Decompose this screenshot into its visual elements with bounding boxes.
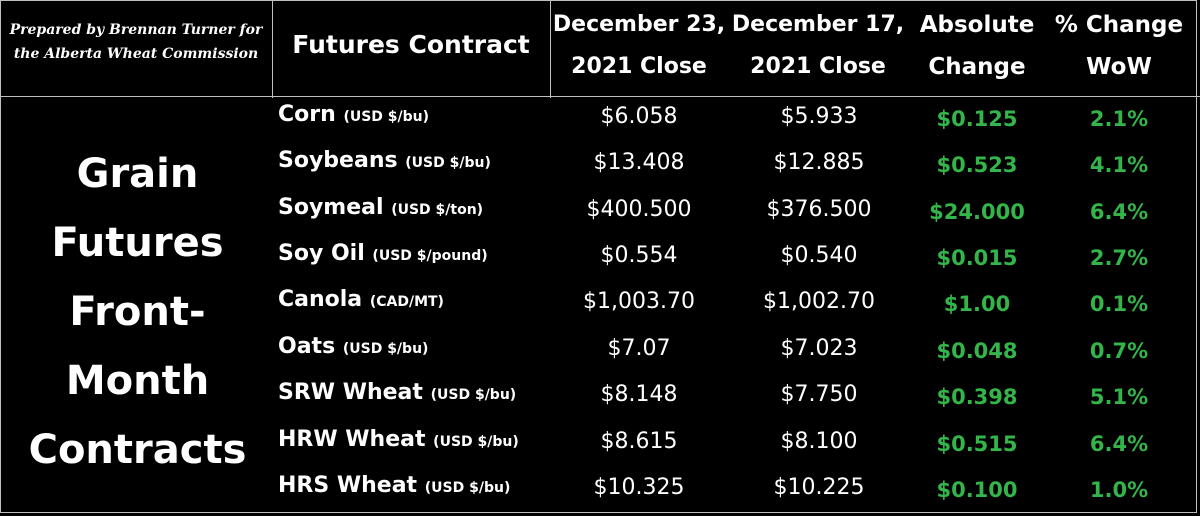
dec17-close-cell: $5.933 bbox=[780, 104, 858, 129]
absolute-change-cell: $0.398 bbox=[936, 385, 1018, 409]
table-row: Oats (USD $/bu) $7.07 $7.023 $0.048 0.7% bbox=[0, 328, 1200, 375]
dec17-close-cell: $10.225 bbox=[773, 475, 865, 500]
side-title-line: Contracts bbox=[28, 427, 247, 473]
percent-change-cell: 0.7% bbox=[1089, 339, 1149, 363]
contract-unit: (USD $/bu) bbox=[430, 387, 517, 403]
contract-unit: (USD $/pound) bbox=[372, 248, 488, 264]
table-row: Corn (USD $/bu) $6.058 $5.933 $0.125 2.1… bbox=[0, 96, 1200, 143]
contract-label: Soymeal bbox=[278, 195, 384, 220]
side-title-line: Grain bbox=[76, 151, 199, 197]
contract-name: Oats (USD $/bu) bbox=[278, 334, 428, 359]
dec23-close-cell: $1,003.70 bbox=[583, 289, 695, 314]
dec17-close-cell: $0.540 bbox=[780, 243, 858, 268]
contract-unit: (USD $/bu) bbox=[433, 434, 519, 450]
dec23-close-cell: $8.148 bbox=[600, 382, 678, 407]
contract-name: Soymeal (USD $/ton) bbox=[278, 195, 483, 220]
contract-name: SRW Wheat (USD $/bu) bbox=[278, 380, 516, 405]
contract-unit: (USD $/bu) bbox=[405, 155, 491, 171]
contract-label: Corn bbox=[278, 102, 336, 127]
header-divider bbox=[0, 96, 1200, 97]
contract-label: HRS Wheat bbox=[278, 473, 418, 498]
header-futures-contract: Futures Contract bbox=[292, 30, 530, 59]
absolute-change-cell: $0.515 bbox=[936, 432, 1018, 456]
table-row: Soybeans (USD $/bu) $13.408 $12.885 $0.5… bbox=[0, 142, 1200, 189]
contract-name: Canola (CAD/MT) bbox=[278, 287, 444, 312]
contract-unit: (USD $/bu) bbox=[343, 109, 430, 125]
header-line: % Change bbox=[1054, 12, 1184, 38]
dec17-close-cell: $7.750 bbox=[780, 382, 858, 407]
header-line: 2021 Close bbox=[571, 54, 707, 79]
dec17-close-cell: $7.023 bbox=[780, 336, 858, 361]
side-title-line: Futures bbox=[51, 220, 224, 266]
percent-change-cell: 6.4% bbox=[1089, 200, 1149, 224]
dec23-close-cell: $6.058 bbox=[600, 104, 678, 129]
dec23-close-cell: $7.07 bbox=[607, 336, 671, 361]
header-absolute-change: Absolute Change bbox=[910, 0, 1044, 88]
absolute-change-cell: $0.523 bbox=[936, 153, 1018, 177]
percent-change-cell: 4.1% bbox=[1089, 153, 1149, 177]
contract-name: Soybeans (USD $/bu) bbox=[278, 148, 491, 173]
header-line: December 23, bbox=[552, 12, 726, 37]
dec23-close-cell: $400.500 bbox=[586, 197, 692, 222]
header-dec23-close: December 23, 2021 Close bbox=[550, 0, 728, 88]
header-line: WoW bbox=[1086, 54, 1152, 80]
percent-change-cell: 2.7% bbox=[1089, 246, 1149, 270]
absolute-change-cell: $0.100 bbox=[936, 478, 1018, 502]
contract-unit: (USD $/bu) bbox=[342, 341, 429, 357]
table-row: Soymeal (USD $/ton) $400.500 $376.500 $2… bbox=[0, 189, 1200, 236]
percent-change-cell: 2.1% bbox=[1089, 107, 1149, 131]
header-line: Absolute bbox=[919, 12, 1035, 38]
percent-change-cell: 1.0% bbox=[1089, 478, 1149, 502]
absolute-change-cell: $0.015 bbox=[936, 246, 1018, 270]
dec17-close-cell: $376.500 bbox=[766, 197, 872, 222]
percent-change-cell: 6.4% bbox=[1089, 432, 1149, 456]
contract-name: Soy Oil (USD $/pound) bbox=[278, 241, 488, 266]
contract-label: HRW Wheat bbox=[278, 427, 426, 452]
table-row: HRS Wheat (USD $/bu) $10.325 $10.225 $0.… bbox=[0, 467, 1200, 514]
credit-line: Prepared by Brennan Turner for bbox=[9, 22, 263, 38]
dec23-close-cell: $10.325 bbox=[593, 475, 685, 500]
contract-label: SRW Wheat bbox=[278, 380, 423, 405]
column-divider bbox=[550, 0, 551, 98]
contract-unit: (USD $/bu) bbox=[424, 480, 511, 496]
header-percent-change: % Change WoW bbox=[1044, 0, 1194, 88]
dec23-close-cell: $13.408 bbox=[593, 150, 685, 175]
dec17-close-cell: $1,002.70 bbox=[763, 289, 875, 314]
table-row: Soy Oil (USD $/pound) $0.554 $0.540 $0.0… bbox=[0, 235, 1200, 282]
dec17-close-cell: $8.100 bbox=[780, 429, 858, 454]
contract-label: Soybeans bbox=[278, 148, 398, 173]
header-line: Change bbox=[928, 54, 1026, 80]
absolute-change-cell: $1.00 bbox=[943, 292, 1011, 316]
header-line: December 17, bbox=[731, 12, 905, 37]
contract-unit: (USD $/ton) bbox=[391, 202, 484, 218]
contract-label: Soy Oil bbox=[278, 241, 365, 266]
dec23-close-cell: $0.554 bbox=[600, 243, 678, 268]
absolute-change-cell: $24.000 bbox=[929, 200, 1025, 224]
table-row: HRW Wheat (USD $/bu) $8.615 $8.100 $0.51… bbox=[0, 421, 1200, 468]
header-dec17-close: December 17, 2021 Close bbox=[728, 0, 908, 88]
contract-label: Oats bbox=[278, 334, 336, 359]
table-row: SRW Wheat (USD $/bu) $8.148 $7.750 $0.39… bbox=[0, 374, 1200, 421]
contract-label: Canola bbox=[278, 287, 363, 312]
contract-name: Corn (USD $/bu) bbox=[278, 102, 429, 127]
percent-change-cell: 5.1% bbox=[1089, 385, 1149, 409]
absolute-change-cell: $0.125 bbox=[936, 107, 1018, 131]
dec23-close-cell: $8.615 bbox=[600, 429, 678, 454]
side-title-line: Front- bbox=[69, 289, 206, 335]
contract-name: HRW Wheat (USD $/bu) bbox=[278, 427, 519, 452]
credit-line: the Alberta Wheat Commission bbox=[13, 46, 259, 62]
percent-change-cell: 0.1% bbox=[1089, 292, 1149, 316]
contract-name: HRS Wheat (USD $/bu) bbox=[278, 473, 510, 498]
credit-text: Prepared by Brennan Turner for the Alber… bbox=[0, 18, 272, 66]
contract-unit: (CAD/MT) bbox=[369, 294, 444, 310]
side-title-line: Month bbox=[65, 358, 210, 404]
column-divider bbox=[272, 0, 273, 98]
dec17-close-cell: $12.885 bbox=[773, 150, 865, 175]
header-line: 2021 Close bbox=[750, 54, 886, 79]
side-title: Grain Futures Front- Month Contracts bbox=[10, 140, 265, 485]
absolute-change-cell: $0.048 bbox=[936, 339, 1018, 363]
table-row: Canola (CAD/MT) $1,003.70 $1,002.70 $1.0… bbox=[0, 281, 1200, 328]
